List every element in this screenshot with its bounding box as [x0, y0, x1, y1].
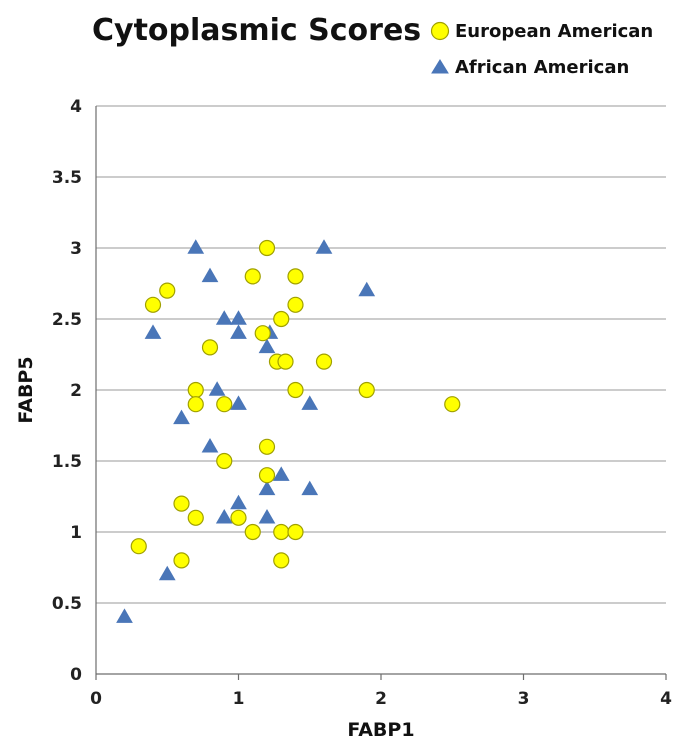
y-tick-label: 3.5	[52, 168, 82, 188]
data-points	[116, 239, 461, 623]
data-point-african-american	[201, 437, 219, 453]
data-point-african-american	[230, 494, 247, 510]
x-tick-label: 3	[518, 689, 530, 709]
gridlines	[96, 105, 666, 604]
data-point-african-american	[215, 508, 233, 524]
x-tick-labels: 0 1 2 3 4	[90, 689, 672, 709]
x-tick-label: 1	[233, 689, 245, 709]
legend: European American African American	[430, 21, 653, 78]
data-point-european-american	[173, 495, 190, 512]
data-point-european-american	[273, 310, 290, 328]
data-point-european-american	[444, 396, 461, 413]
y-tick-label: 1.5	[52, 452, 82, 472]
data-point-european-american	[173, 552, 190, 569]
data-point-african-american	[272, 466, 290, 481]
data-point-african-american	[173, 409, 190, 425]
x-tick-label: 2	[375, 689, 387, 709]
x-tick-label: 4	[660, 689, 672, 709]
data-point-african-american	[116, 608, 133, 623]
data-point-european-american	[254, 325, 271, 342]
data-point-european-american	[244, 523, 261, 541]
data-point-european-american	[230, 509, 247, 526]
data-point-african-american	[187, 239, 205, 254]
data-point-european-american	[216, 452, 233, 470]
data-point-european-american	[273, 552, 290, 569]
data-point-european-american	[244, 268, 261, 285]
y-tick-label: 2.5	[52, 310, 82, 330]
chart-title: Cytoplasmic Scores	[92, 13, 421, 48]
data-point-european-american	[187, 509, 204, 526]
y-tick-label: 4	[70, 97, 82, 117]
data-point-european-american	[277, 353, 294, 370]
data-point-african-american	[230, 324, 247, 339]
axes	[95, 106, 667, 680]
data-point-european-american	[159, 282, 176, 299]
y-tick-label: 0	[70, 665, 82, 685]
data-point-african-american	[358, 281, 376, 297]
data-point-african-american	[215, 310, 233, 325]
y-tick-label: 3	[70, 239, 82, 259]
y-tick-label: 0.5	[52, 594, 82, 614]
data-point-african-american	[208, 381, 226, 396]
data-point-european-american	[273, 523, 290, 541]
data-point-european-american	[187, 396, 204, 413]
x-tick-label: 0	[90, 689, 102, 709]
data-point-european-american	[258, 438, 276, 455]
data-point-african-american	[201, 267, 219, 283]
data-point-african-american	[258, 338, 276, 354]
data-point-european-american	[258, 467, 276, 484]
data-point-european-american	[187, 381, 204, 399]
legend-label-african-american: African American	[455, 57, 629, 78]
data-point-african-american	[315, 239, 333, 254]
data-point-european-american	[144, 296, 162, 313]
data-point-african-american	[301, 480, 319, 496]
data-point-european-american	[201, 339, 219, 356]
data-point-european-american	[358, 381, 375, 399]
data-point-european-american	[287, 296, 304, 313]
data-point-european-american	[258, 239, 276, 257]
data-point-european-american	[287, 381, 304, 399]
y-axis-label: FABP5	[15, 356, 37, 423]
data-point-african-american	[144, 324, 162, 339]
data-point-african-american	[258, 508, 276, 524]
data-point-african-american	[301, 395, 319, 410]
data-point-african-american	[258, 480, 276, 496]
data-point-european-american	[287, 523, 304, 541]
data-point-african-american	[158, 565, 176, 581]
y-tick-label: 2	[70, 381, 82, 401]
x-axis-label: FABP1	[347, 719, 414, 741]
data-point-african-american	[230, 310, 247, 325]
data-point-european-american	[315, 353, 333, 370]
legend-marker-european-american	[430, 21, 450, 41]
data-point-african-american	[230, 395, 247, 410]
y-tick-label: 1	[70, 523, 82, 543]
data-point-european-american	[216, 396, 233, 413]
legend-label-european-american: European American	[455, 21, 653, 42]
y-tick-labels: 0 0.5 1 1.5 2 2.5 3 3.5 4	[52, 97, 82, 685]
data-point-european-american	[130, 538, 147, 555]
data-point-european-american	[287, 268, 304, 285]
legend-marker-african-american	[431, 59, 449, 74]
